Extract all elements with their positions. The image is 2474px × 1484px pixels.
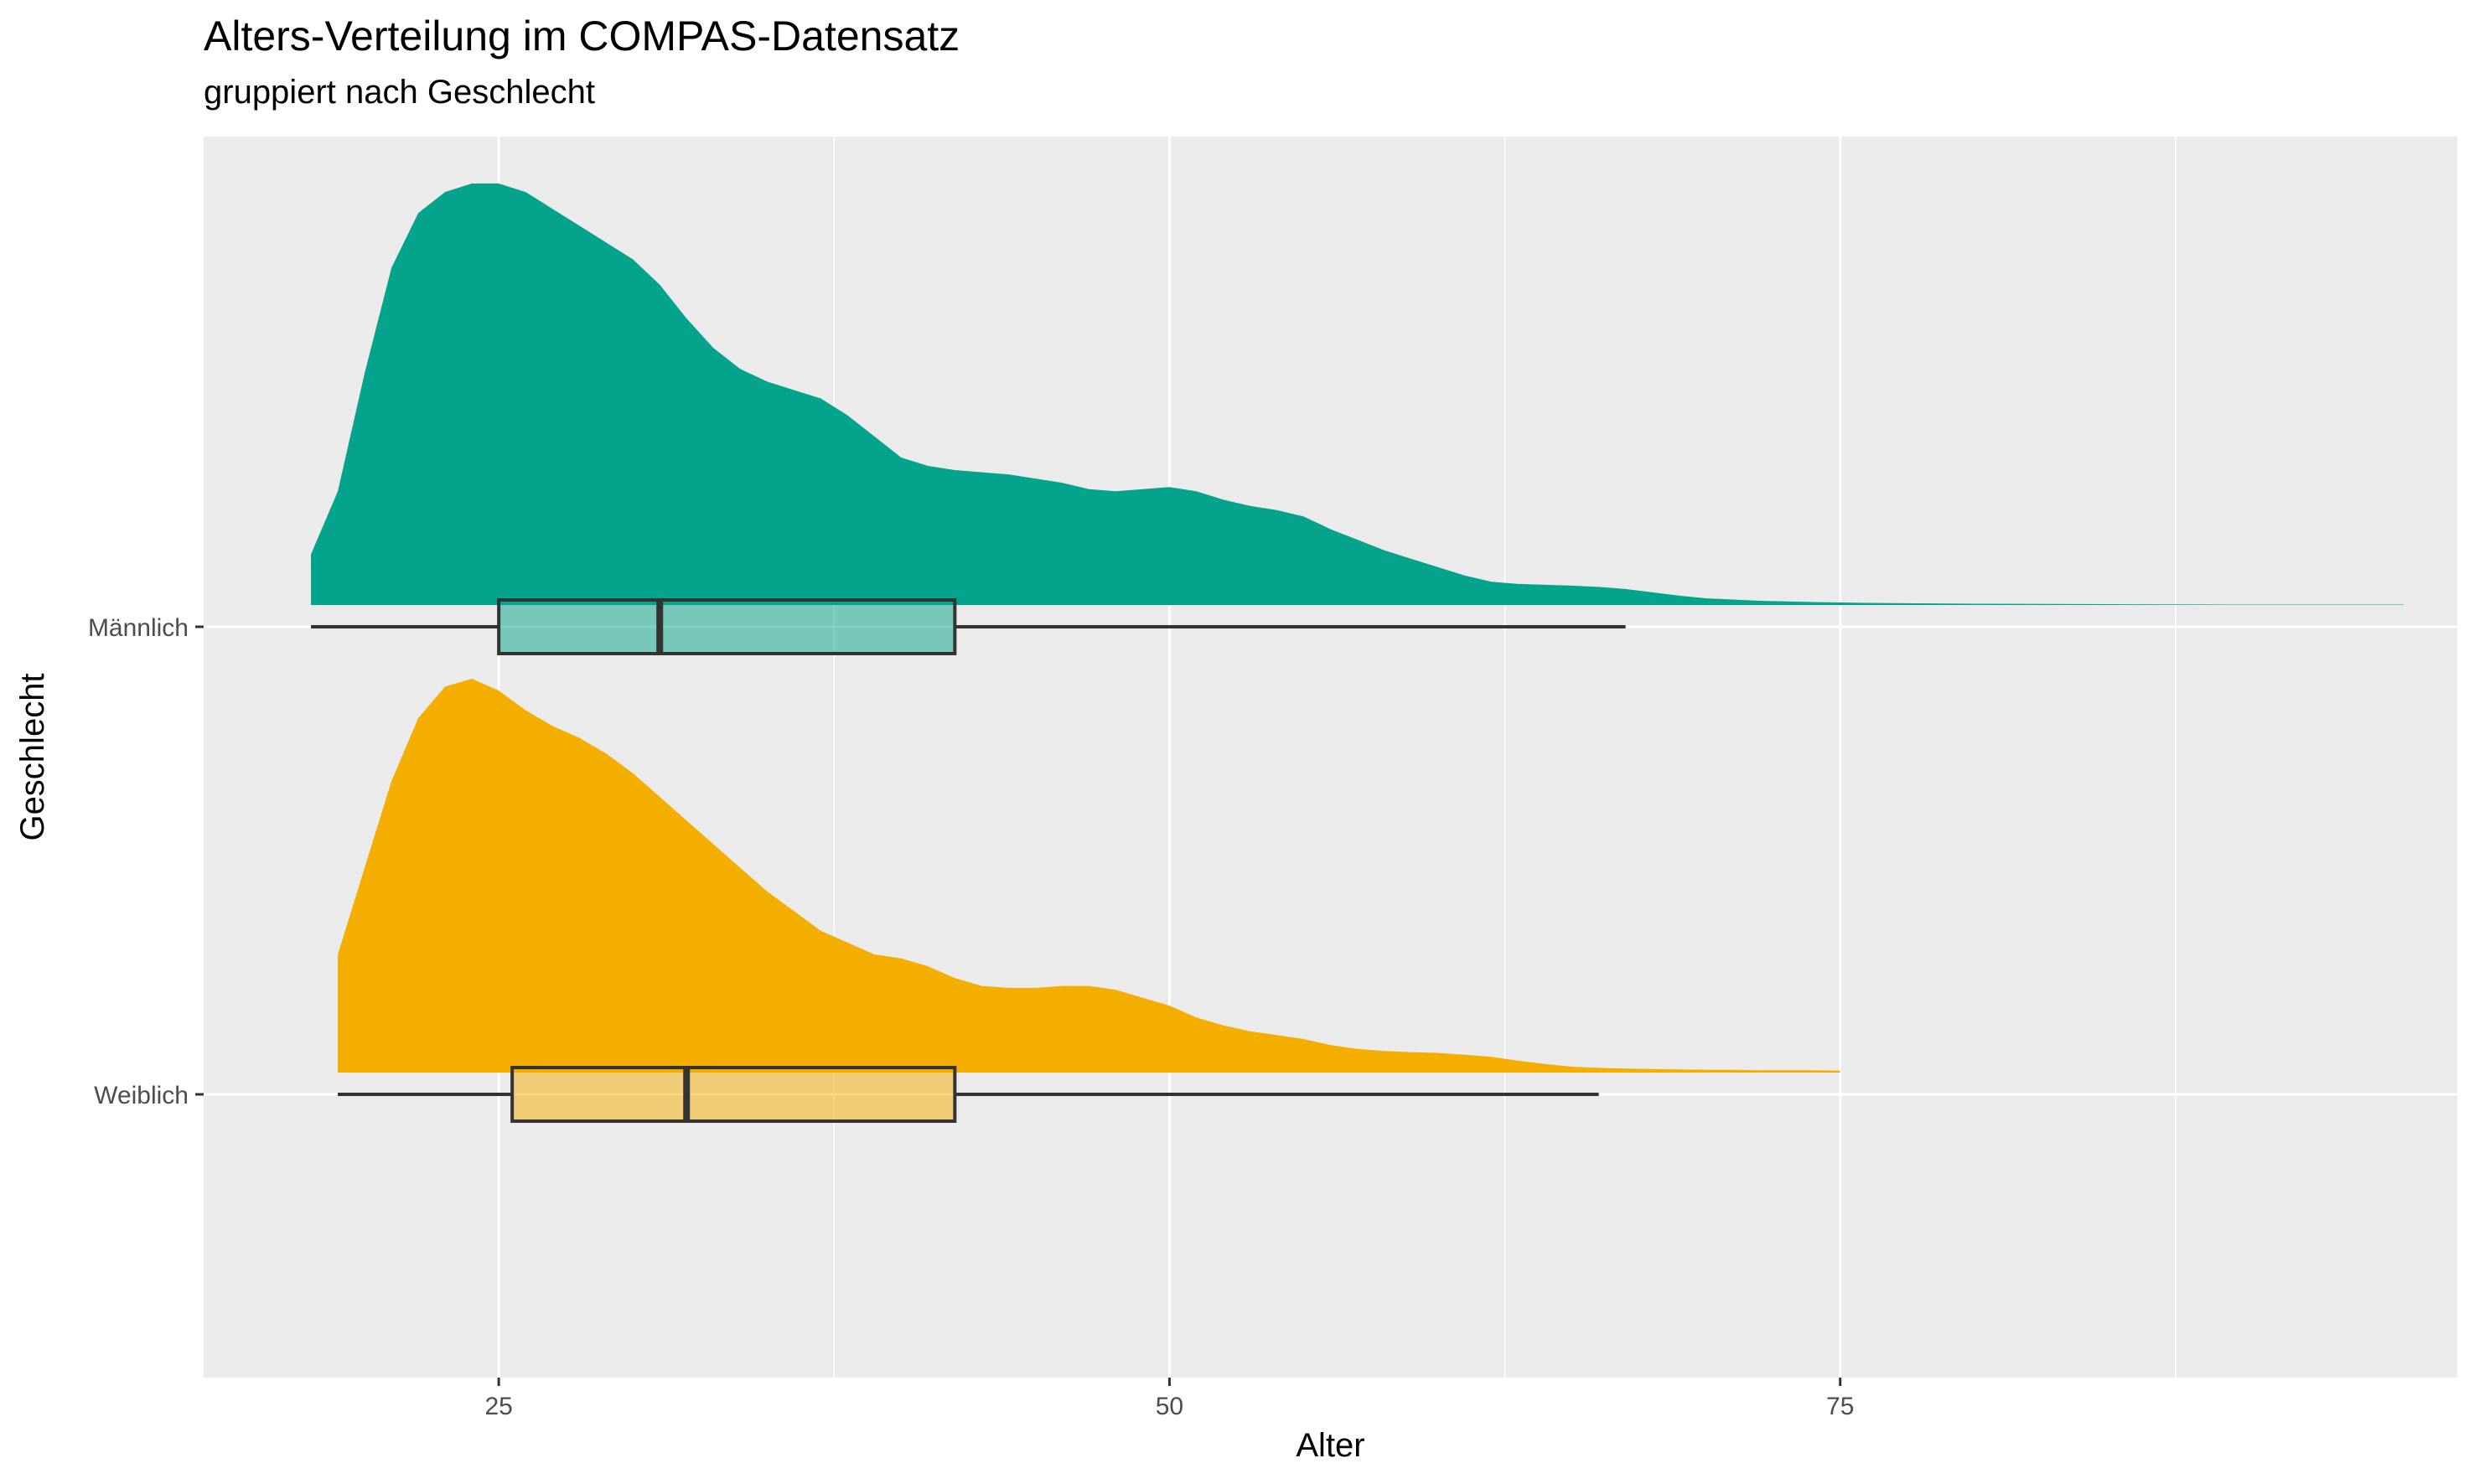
- y-axis-title: Geschlecht: [14, 673, 51, 840]
- density-cloud: [311, 184, 2404, 605]
- x-axis-title: Alter: [1296, 1427, 1364, 1464]
- y-tick-label: Weiblich: [94, 1082, 189, 1109]
- x-tick-label: 75: [1826, 1393, 1854, 1420]
- chart-title: Alters-Verteilung im COMPAS-Datensatz: [204, 13, 960, 59]
- box-iqr: [510, 1066, 957, 1123]
- x-tick-label: 50: [1156, 1393, 1183, 1420]
- density-cloud: [338, 679, 1840, 1073]
- box-iqr: [497, 598, 957, 655]
- axes: 25 50 75 Männlich Weiblich: [88, 614, 1854, 1420]
- y-tick-label: Männlich: [88, 614, 189, 642]
- chart-subtitle: gruppiert nach Geschlecht: [204, 74, 595, 111]
- x-tick-label: 25: [484, 1393, 512, 1420]
- boxplots: [311, 598, 1626, 1123]
- density-clouds: [311, 184, 2404, 1073]
